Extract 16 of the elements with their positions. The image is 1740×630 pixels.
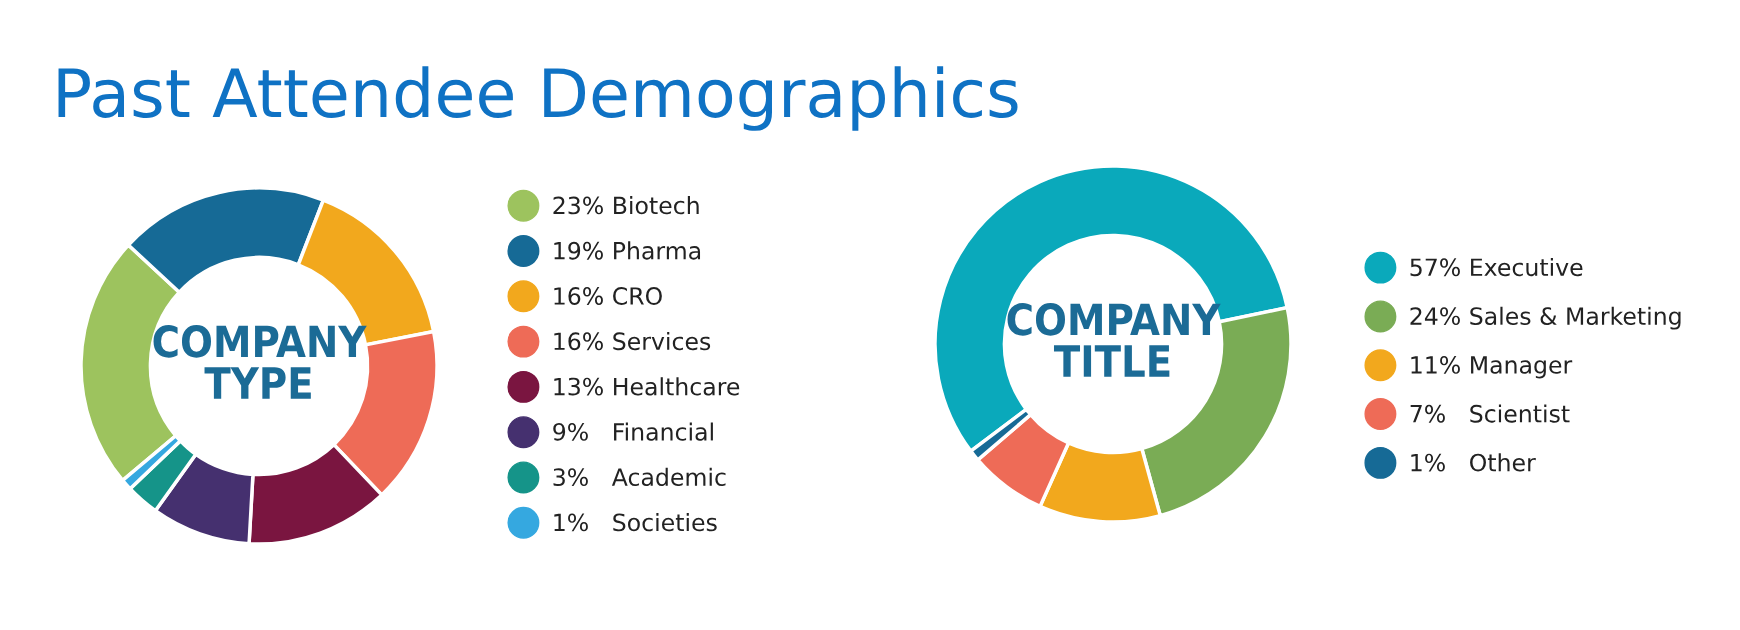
legend-label: 3% Academic [553, 467, 726, 487]
legend-label: 19% Pharma [554, 241, 701, 260]
legend-label: 16% Services [554, 331, 711, 351]
legend-label: 13% Healthcare [554, 377, 740, 396]
legend-label: 16% CRO [554, 287, 662, 305]
legend-label: 57% Executive [1410, 257, 1583, 277]
legend-label: 7% Scientist [1410, 404, 1570, 423]
legend-label: 1% Other [1411, 453, 1536, 472]
chart-title: Past Attendee Demographics [58, 66, 1018, 131]
legend-label: 23% Biotech [553, 196, 699, 215]
legend-label: 24% Sales & Marketing [1410, 306, 1681, 330]
text: COMPANY TITLE [1007, 303, 1221, 377]
legend-label: 11% Manager [1411, 355, 1573, 379]
legend-label: 1% Societies [554, 513, 717, 532]
text: COMPANY TYPE [153, 325, 367, 399]
legend-label: 9% Financial [553, 422, 713, 441]
